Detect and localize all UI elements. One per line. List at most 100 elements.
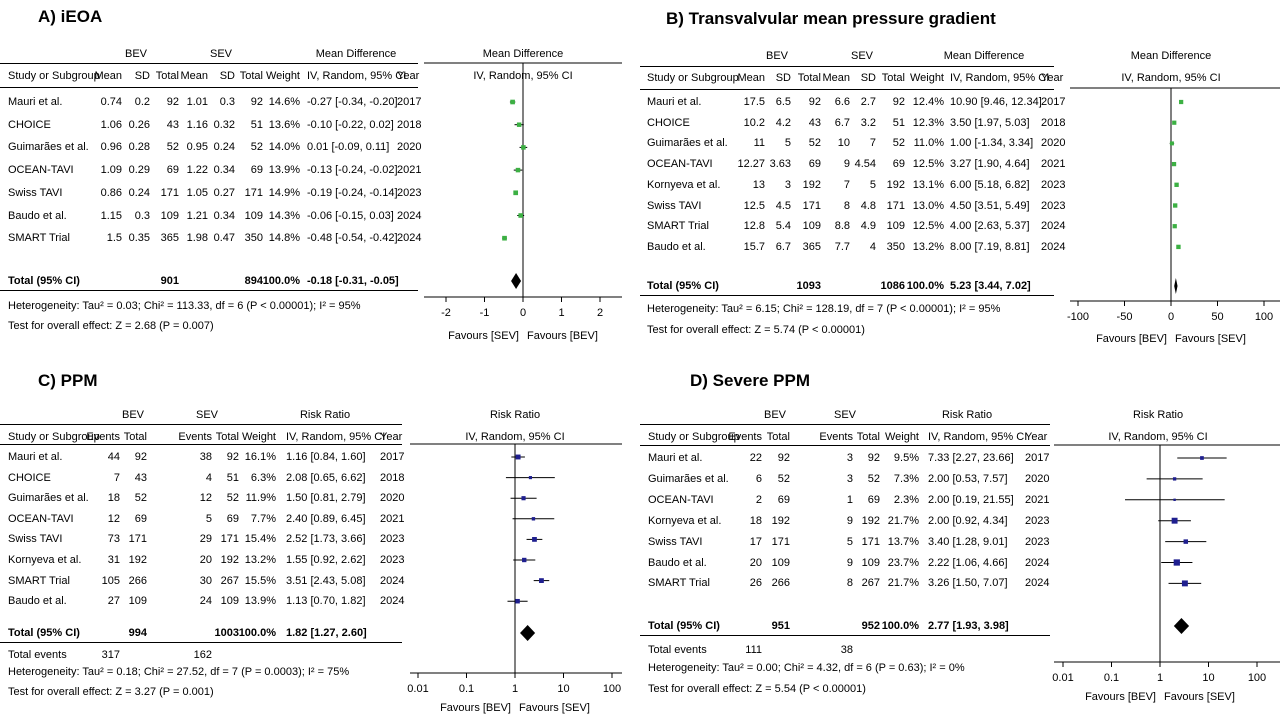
table-cell: 92 [777,452,790,464]
column-header: Weight [909,72,944,84]
header-divider [640,445,1050,446]
table-cell: 17 [749,535,762,548]
table-cell: 3.50 [1.97, 5.03] [950,116,1030,129]
table-cell: 52 [134,492,147,505]
table-cell: 51 [892,116,905,129]
x-tick-label: -50 [1117,311,1133,323]
total-n-sev: 1086 [880,280,905,292]
study-estimate-marker [518,213,523,218]
total-label: Total (95% CI) [8,275,80,287]
panel-title: C) PPM [38,371,98,390]
group-header: SEV [209,48,233,60]
table-cell: 1.09 [100,164,122,177]
total-n-bev: 951 [771,620,790,632]
table-cell: 0.32 [213,118,235,131]
total-events-bev: 111 [745,644,762,656]
table-cell: 350 [244,232,263,245]
table-cell: 192 [128,554,147,566]
table-cell: 3.27 [1.90, 4.64] [950,158,1030,171]
table-cell: 9 [843,158,850,171]
x-tick-label: -1 [480,307,490,319]
column-header: Total [881,72,905,84]
table-cell: 14.3% [268,209,300,222]
table-cell: 1.98 [186,232,208,245]
table-cell: 52 [226,492,239,505]
x-tick-label: -100 [1067,311,1089,323]
table-cell: 52 [867,472,880,485]
table-cell: 2020 [1041,137,1066,150]
table-cell: 1.55 [0.92, 2.62] [286,554,366,566]
table-cell: 14.6% [268,96,300,108]
column-header: Study or Subgroup [647,72,739,84]
table-cell: 29 [199,533,212,546]
table-cell: 92 [134,451,147,463]
x-tick-label: 100 [1248,672,1266,684]
study-name: Baudo et al. [648,556,707,569]
table-cell: 51 [226,471,239,484]
study-name: SMART Trial [8,574,70,587]
table-cell: 192 [861,514,880,527]
table-cell: 69 [134,512,147,525]
table-cell: 31 [107,554,120,566]
table-cell: 13.9% [244,595,276,608]
study-name: SMART Trial [647,220,709,233]
x-tick-label: 0.1 [1104,672,1119,684]
total-n-bev: 994 [128,627,147,639]
table-cell: 365 [802,240,821,253]
study-name: OCEAN-TAVI [648,493,714,506]
table-cell: 52 [808,137,821,150]
table-cell: 1.50 [0.81, 2.79] [286,492,366,505]
total-weight: 100.0% [881,620,919,632]
column-header: Study or Subgroup [8,431,100,443]
study-estimate-marker [522,557,527,563]
total-label: Total (95% CI) [647,280,719,292]
table-cell: 13.9% [268,164,300,177]
study-name: OCEAN-TAVI [8,164,74,177]
table-cell: 9.5% [893,452,919,464]
forest-plot-mean-gradient: B) Transvalvular mean pressure gradient B… [640,0,1280,358]
x-tick-label: 0 [520,307,526,319]
favours-left-label: Favours [BEV] [1085,691,1156,703]
table-cell: 1.06 [100,118,122,131]
table-cell: 2023 [1025,514,1050,527]
column-header: Mean [180,70,208,82]
study-estimate-marker [1179,99,1184,105]
table-cell: 0.86 [100,186,122,199]
overall-effect-text: Test for overall effect: Z = 2.68 (P = 0… [8,320,214,332]
table-cell: 1.00 [-1.34, 3.34] [950,137,1034,150]
pooled-effect-diamond [1174,278,1178,294]
table-cell: 52 [250,141,263,154]
column-header: Total [797,72,821,84]
x-tick-label: 0.1 [459,683,474,695]
table-bottom-line [640,295,1054,296]
table-cell: 7.33 [2.27, 23.66] [928,452,1014,464]
table-cell: 2.00 [0.19, 21.55] [928,493,1014,506]
table-cell: 2017 [397,96,422,108]
table-cell: 2.00 [0.92, 4.34] [928,514,1008,527]
study-name: Guimarães et al. [648,472,729,485]
table-cell: 192 [771,514,790,527]
table-cell: 5 [205,512,212,525]
table-cell: 5.4 [775,220,791,233]
table-cell: 5 [869,178,876,191]
table-cell: 43 [166,118,179,131]
study-estimate-marker [521,145,526,150]
column-header: Total [155,70,179,82]
table-cell: 3 [784,178,791,191]
table-cell: 27 [107,595,120,608]
favours-right-label: Favours [SEV] [1175,333,1246,345]
panel-title: D) Severe PPM [690,371,810,390]
column-header: Total [239,70,263,82]
study-name: Swiss TAVI [8,533,63,546]
x-tick-label: 0 [1168,311,1174,323]
column-header: Total [856,431,880,443]
study-estimate-marker [1172,224,1177,229]
table-cell: 192 [886,178,905,191]
table-cell: 0.35 [128,232,150,245]
table-cell: 11.9% [245,492,276,505]
study-estimate-marker [532,537,537,542]
x-tick-label: 1 [1157,672,1163,684]
table-cell: 4.50 [3.51, 5.49] [950,199,1030,212]
x-tick-label: 50 [1211,311,1223,323]
total-n-sev: 952 [861,620,880,632]
